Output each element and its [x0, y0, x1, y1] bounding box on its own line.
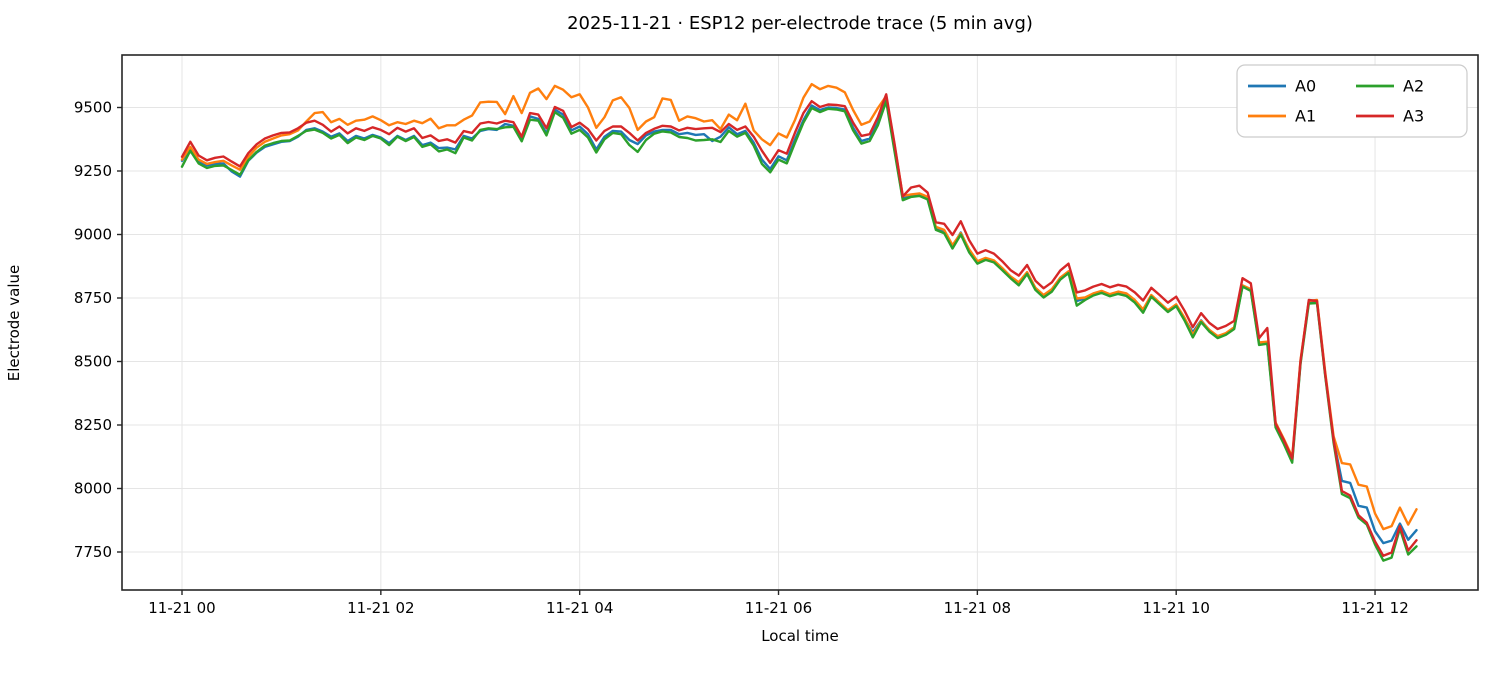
y-tick-label: 7750: [74, 543, 112, 561]
legend: A0 A1 A2 A3: [1236, 64, 1468, 138]
series-lines: [180, 82, 1418, 562]
x-tick-label: 11-21 00: [148, 599, 215, 617]
axes-spines: [121, 54, 1479, 591]
x-tick-label: 11-21 08: [944, 599, 1011, 617]
x-tick-label: 11-21 10: [1142, 599, 1209, 617]
x-axis-label: Local time: [761, 627, 839, 645]
tick-marks: [117, 106, 1376, 595]
legend-label-A2: A2: [1403, 77, 1424, 96]
legend-box: [1236, 64, 1468, 138]
series-line-A3: [180, 93, 1418, 557]
x-tick-label: 11-21 04: [546, 599, 613, 617]
x-tick-label: 11-21 02: [347, 599, 414, 617]
legend-label-A0: A0: [1295, 77, 1316, 96]
y-tick-label: 8750: [74, 289, 112, 307]
tick-labels: 11-21 00 11-21 02 11-21 04 11-21 06 11-21 08…: [74, 99, 1409, 618]
x-tick-label: 11-21 06: [745, 599, 812, 617]
legend-label-A3: A3: [1403, 107, 1424, 126]
y-tick-label: 9500: [74, 99, 112, 117]
y-tick-label: 8000: [74, 480, 112, 498]
y-tick-label: 9250: [74, 162, 112, 180]
series-line-A2: [180, 99, 1418, 562]
y-tick-label: 8500: [74, 353, 112, 371]
x-tick-label: 11-21 12: [1341, 599, 1408, 617]
y-tick-label: 9000: [74, 226, 112, 244]
legend-label-A1: A1: [1295, 107, 1316, 126]
gridlines: [122, 55, 1478, 590]
chart-title: 2025-11-21 · ESP12 per-electrode trace (…: [567, 13, 1033, 34]
y-tick-label: 8250: [74, 416, 112, 434]
series-line-A1: [180, 82, 1418, 531]
